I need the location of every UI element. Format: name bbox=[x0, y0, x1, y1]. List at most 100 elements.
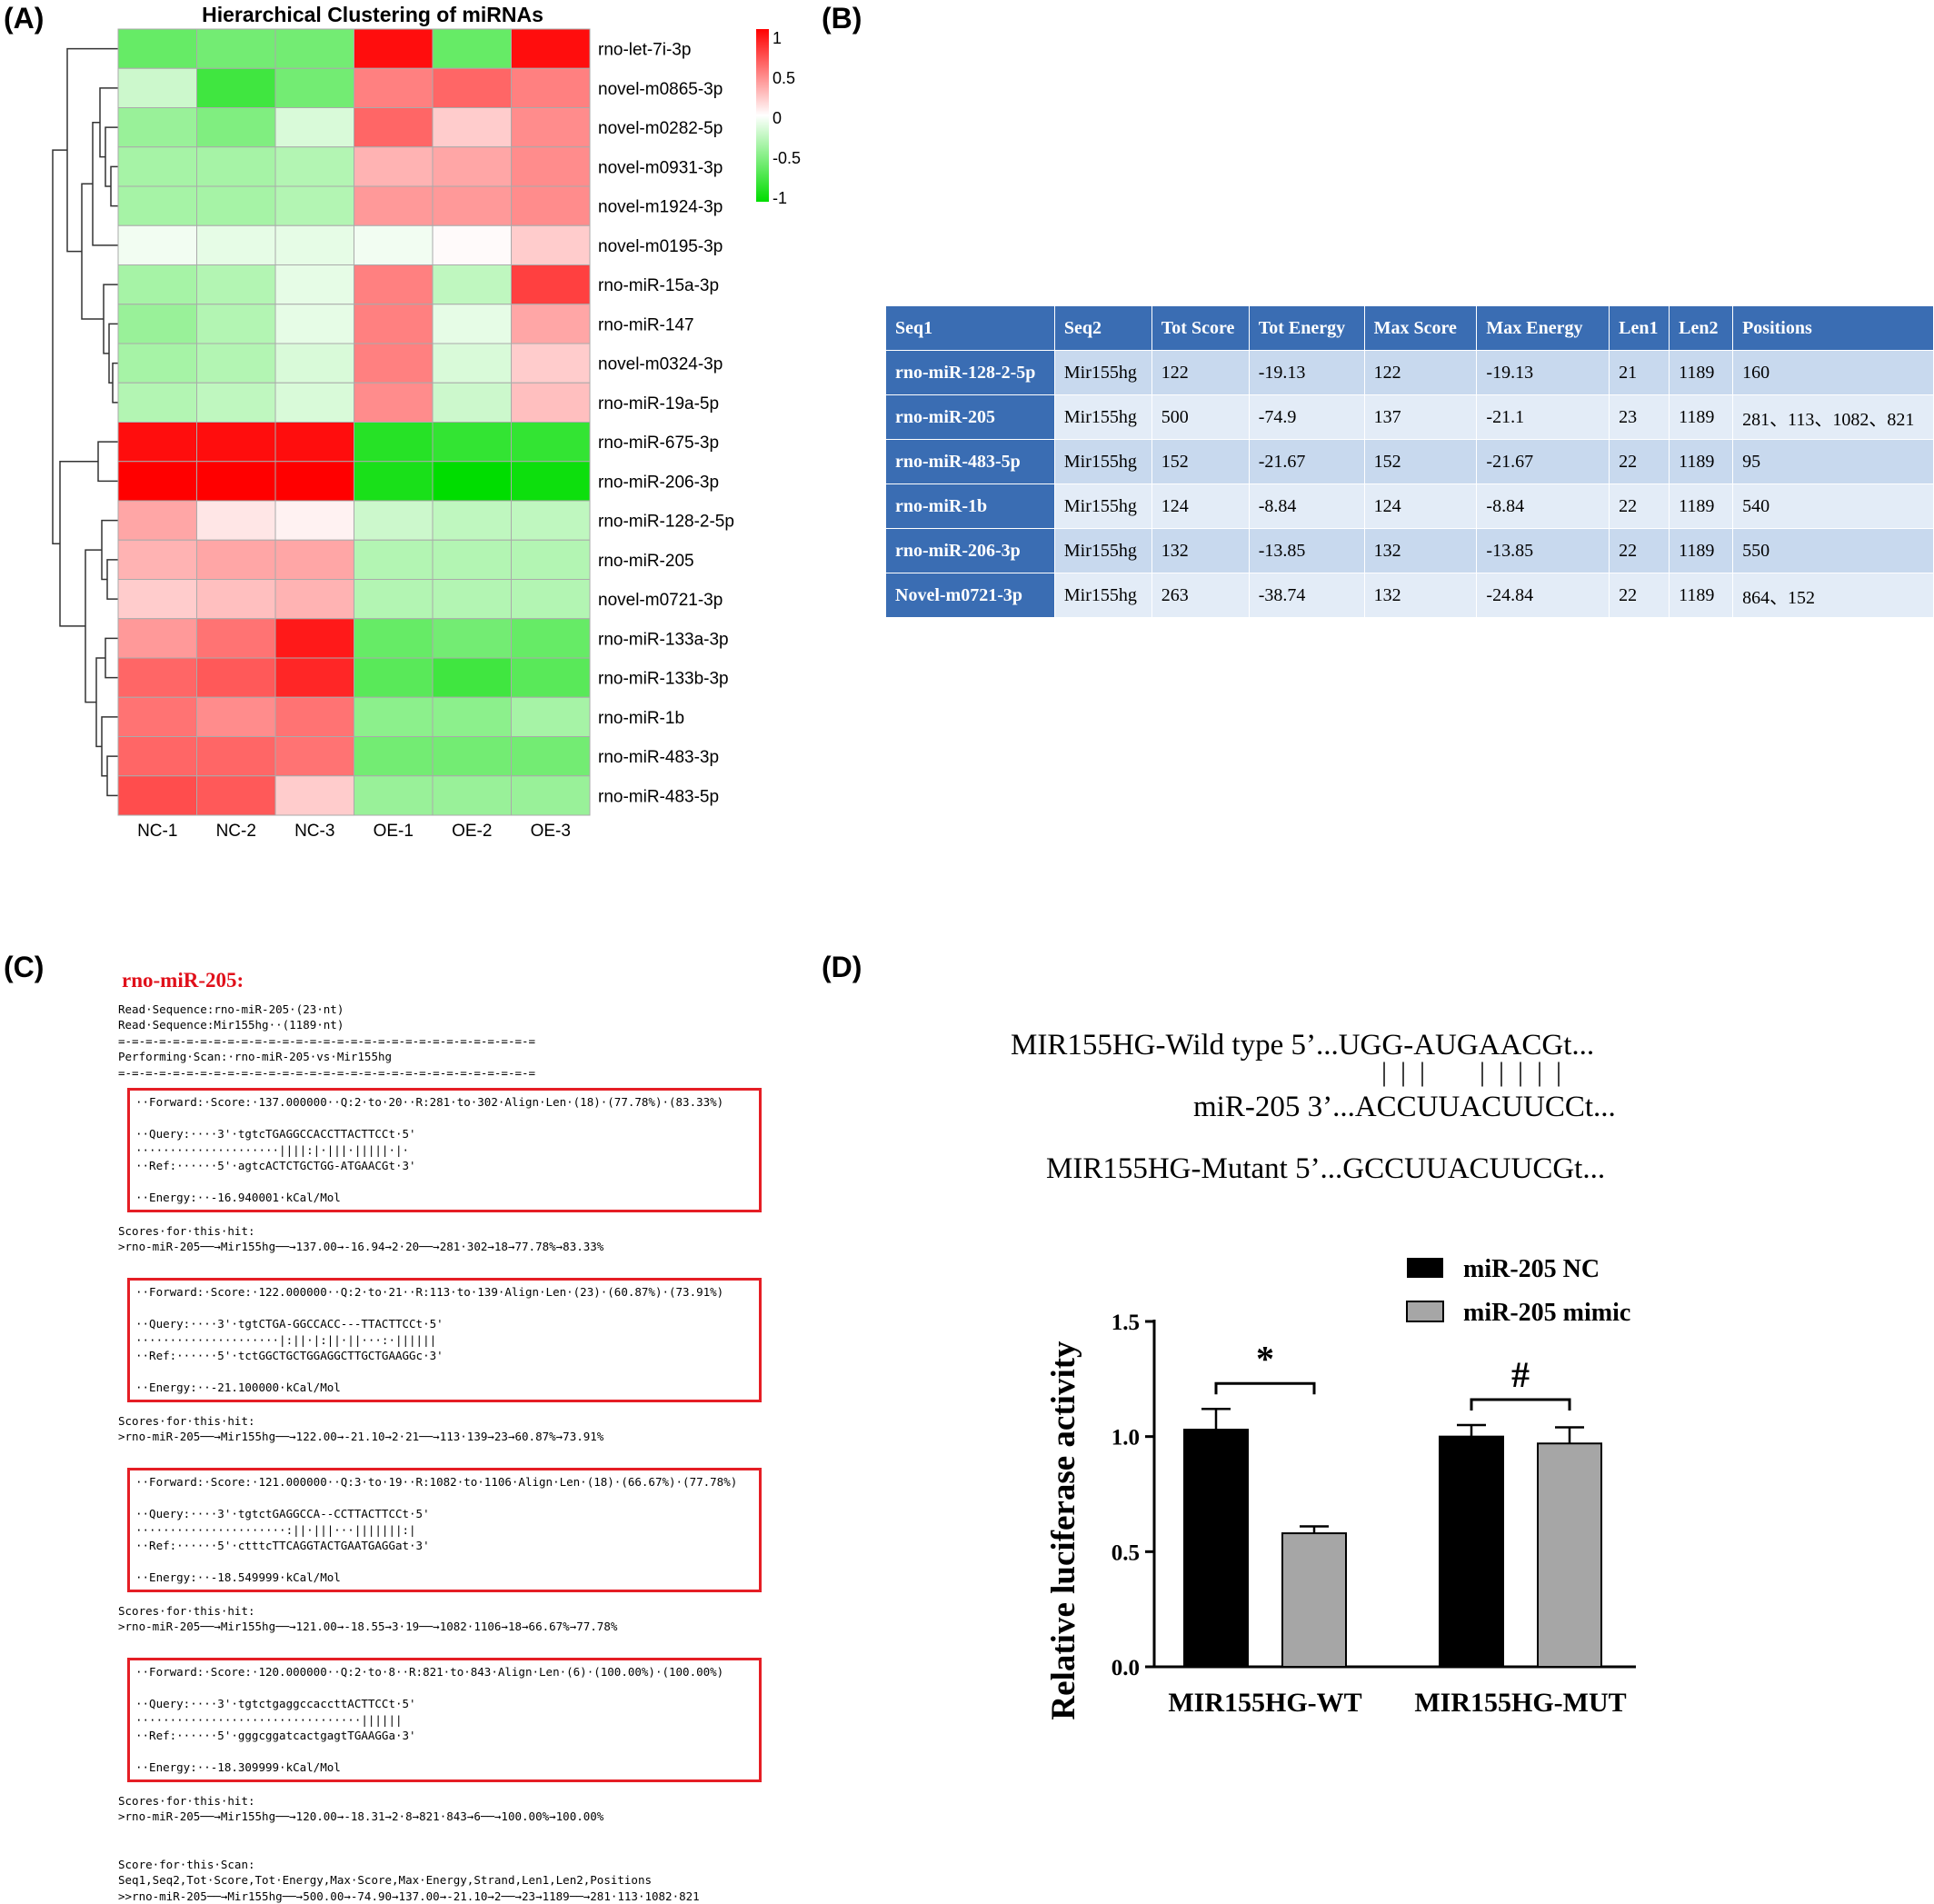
heatmap-cell bbox=[433, 265, 512, 304]
y-axis-label: Relative luciferase activity bbox=[1045, 1341, 1082, 1720]
hit-spacer bbox=[118, 1635, 791, 1651]
table-cell: 550 bbox=[1733, 529, 1934, 573]
heatmap-cell bbox=[197, 383, 276, 422]
hit-spacer bbox=[135, 1174, 753, 1191]
table-cell: 22 bbox=[1610, 573, 1670, 618]
hit-box: ··Forward:·Score:·122.000000··Q:2·to·21·… bbox=[127, 1278, 762, 1402]
hit-ref-line: ··Ref:······5'·agtcACTCTGCTGG-ATGAACGt·3… bbox=[135, 1158, 753, 1174]
heatmap-cell bbox=[197, 776, 276, 815]
y-tick-label: 1.0 bbox=[1112, 1426, 1140, 1450]
hit-spacer bbox=[118, 1445, 791, 1461]
table-cell: -19.13 bbox=[1249, 351, 1364, 395]
hit-spacer bbox=[135, 1744, 753, 1760]
color-scale-bar bbox=[756, 29, 769, 202]
table-cell: 160 bbox=[1733, 351, 1934, 395]
dendrogram-branch bbox=[104, 284, 118, 354]
heatmap-cell bbox=[433, 737, 512, 776]
table-cell: 132 bbox=[1364, 529, 1477, 573]
heatmap-cell bbox=[512, 29, 591, 68]
col-positions: Positions bbox=[1733, 306, 1934, 351]
y-tick-label: 0.0 bbox=[1112, 1656, 1140, 1680]
heatmap-cell bbox=[118, 225, 197, 264]
table-cell: Mir155hg bbox=[1054, 484, 1151, 529]
heatmap-row-labels: rno-let-7i-3pnovel-m0865-3pnovel-m0282-5… bbox=[598, 41, 734, 807]
table-cell: Mir155hg bbox=[1054, 529, 1151, 573]
heatmap-cell bbox=[354, 540, 434, 579]
col-max-score: Max Score bbox=[1364, 306, 1477, 351]
table-cell: 1189 bbox=[1670, 351, 1733, 395]
heatmap-cell bbox=[275, 68, 354, 107]
table-cell: Mir155hg bbox=[1054, 395, 1151, 440]
y-tick-label: 0.5 bbox=[1112, 1540, 1140, 1565]
table-cell-seq1: Novel-m0721-3p bbox=[886, 573, 1055, 618]
hit-spacer bbox=[135, 1301, 753, 1317]
table-cell: 132 bbox=[1151, 529, 1249, 573]
heatmap-cell bbox=[512, 108, 591, 147]
table-cell: 95 bbox=[1733, 440, 1934, 484]
bar-mimic bbox=[1538, 1443, 1601, 1667]
legend-swatch-mimic bbox=[1407, 1301, 1443, 1321]
significance-bracket bbox=[1471, 1400, 1570, 1411]
dendrogram-branch bbox=[100, 88, 118, 157]
hit-scores-line: >rno-miR-205──→Mir155hg──→121.00→-18.55→… bbox=[118, 1619, 791, 1635]
hit-box: ··Forward:·Score:·121.000000··Q:3·to·19·… bbox=[127, 1468, 762, 1592]
heatmap-cell bbox=[354, 186, 434, 225]
table-cell: -21.67 bbox=[1477, 440, 1610, 484]
hit-ref-line: ··Ref:······5'·ctttcTTCAGGTACTGAATGAGGat… bbox=[135, 1538, 753, 1554]
legend-tick-1: 1 bbox=[773, 29, 782, 47]
hit-spacer bbox=[135, 1111, 753, 1127]
heatmap-cell bbox=[275, 344, 354, 383]
heatmap-row-label: rno-let-7i-3p bbox=[598, 41, 691, 60]
y-tick-label: 1.5 bbox=[1112, 1311, 1140, 1335]
heatmap-cell bbox=[512, 186, 591, 225]
heatmap-cell bbox=[197, 737, 276, 776]
mutant-sequence: MIR155HG-Mutant 5’...GCCUUACUUCGt... bbox=[1046, 1152, 1605, 1186]
hit-scores-label: Scores·for·this·hit: bbox=[118, 1603, 791, 1620]
heatmap-row-label: novel-m0865-3p bbox=[598, 80, 723, 99]
heatmap-cell bbox=[433, 658, 512, 697]
heatmap-cell bbox=[433, 619, 512, 658]
heatmap-cell bbox=[354, 658, 434, 697]
x-category-label: MIR155HG-MUT bbox=[1414, 1688, 1626, 1718]
heatmap-column-label: NC-3 bbox=[294, 822, 334, 841]
significance-symbol: # bbox=[1511, 1354, 1530, 1395]
hit-query-line: ··Query:····3'·tgtcTGAGGCCACCTTACTTCCt·5… bbox=[135, 1126, 753, 1142]
scan-header-line: Read·Sequence:Mir155hg··(1189·nt) bbox=[118, 1017, 791, 1033]
hit-box: ··Forward:·Score:·137.000000··Q:2·to·20·… bbox=[127, 1088, 762, 1212]
col-seq2: Seq2 bbox=[1054, 306, 1151, 351]
heatmap-cell bbox=[512, 423, 591, 462]
heatmap-cell bbox=[275, 383, 354, 422]
heatmap-cell bbox=[275, 658, 354, 697]
heatmap-cell bbox=[197, 462, 276, 501]
table-cell: 1189 bbox=[1670, 395, 1733, 440]
heatmap-dendrogram bbox=[53, 49, 118, 796]
table-cell: 152 bbox=[1364, 440, 1477, 484]
heatmap-cell bbox=[197, 658, 276, 697]
heatmap-cell bbox=[118, 423, 197, 462]
heatmap-cell bbox=[275, 501, 354, 540]
heatmap-row-label: novel-m1924-3p bbox=[598, 198, 723, 217]
heatmap-cell bbox=[118, 619, 197, 658]
bar-legend: miR-205 NC miR-205 mimic bbox=[1407, 1255, 1630, 1327]
heatmap-row-label: novel-m0721-3p bbox=[598, 591, 723, 610]
heatmap-cell bbox=[118, 383, 197, 422]
heatmap-cell bbox=[512, 344, 591, 383]
table-cell: 281、113、1082、821 bbox=[1733, 395, 1934, 440]
heatmap-cell bbox=[197, 580, 276, 619]
panel-label-d: (D) bbox=[822, 951, 862, 984]
col-tot-energy: Tot Energy bbox=[1249, 306, 1364, 351]
heatmap-cell bbox=[354, 737, 434, 776]
hit-ref-line: ··Ref:······5'·gggcggatcactgagtTGAAGGa·3… bbox=[135, 1728, 753, 1744]
col-seq1: Seq1 bbox=[886, 306, 1055, 351]
hit-forward-line: ··Forward:·Score:·120.000000··Q:2·to·8··… bbox=[135, 1664, 753, 1680]
heatmap-cell bbox=[512, 225, 591, 264]
heatmap-cell bbox=[433, 580, 512, 619]
heatmap-cell bbox=[512, 619, 591, 658]
heatmap-cell bbox=[118, 29, 197, 68]
legend-swatch-nc bbox=[1407, 1258, 1443, 1278]
hit-match-line: ······················:||·|||···|||||||:… bbox=[135, 1522, 753, 1539]
heatmap-cell bbox=[354, 265, 434, 304]
panel-label-b: (B) bbox=[822, 2, 862, 35]
heatmap-cell bbox=[354, 344, 434, 383]
